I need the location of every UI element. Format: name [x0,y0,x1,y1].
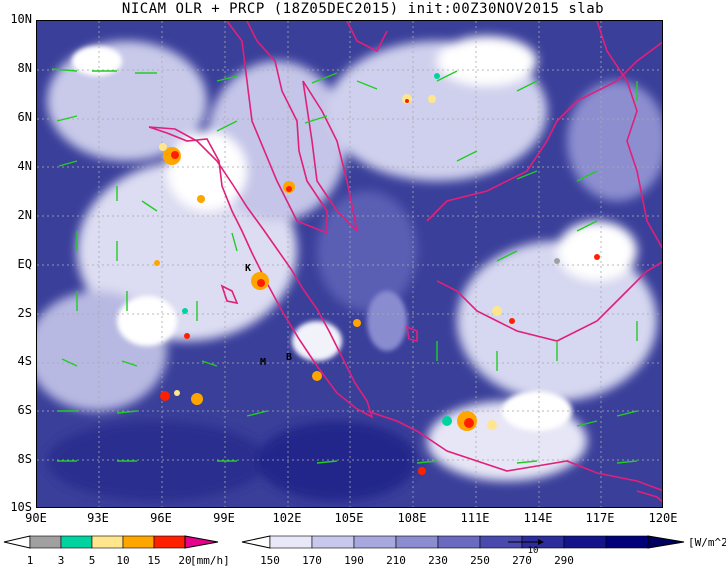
y-tick-label: 2N [17,208,32,222]
x-tick-label: 99E [213,511,235,525]
olr-label: 150 [260,554,280,567]
olr-label: 210 [386,554,406,567]
y-tick-label: 6N [17,110,32,124]
olr-label: 250 [470,554,490,567]
vector-reference-label: 10 [527,546,539,556]
prcp-colorbar-swatches [3,535,219,549]
prcp-units: [mm/h] [190,554,230,567]
location-marker-B: B [286,352,293,363]
y-tick-label: 10N [10,12,32,26]
prcp-label: 10 [116,554,130,567]
olr-label: 230 [428,554,448,567]
precipitation-cells [154,73,600,475]
olr-label: 170 [302,554,322,567]
olr-colorbar: 150 170 190 210 230 250 270 290 10 [W/m^… [238,534,726,571]
prcp-label: 20 [178,554,192,567]
x-tick-label: 117E [585,511,615,525]
location-marker-K: K [245,263,252,274]
prcp-label: 5 [88,554,96,567]
olr-colorbar-swatches [241,535,685,549]
x-tick-label: 96E [150,511,172,525]
olr-label: 190 [344,554,364,567]
prcp-label: 1 [26,554,34,567]
x-tick-label: 111E [460,511,490,525]
y-tick-label: 4S [17,354,32,368]
prcp-colorbar: 1 3 5 10 15 20 [mm/h] [0,534,230,571]
y-tick-label: 2S [17,306,32,320]
prcp-label: 15 [147,554,161,567]
y-tick-label: EQ [17,257,32,271]
olr-precip-map [37,21,662,507]
x-tick-label: 120E [648,511,678,525]
y-tick-label: 10S [10,500,32,514]
x-tick-label: 102E [272,511,302,525]
y-tick-label: 8N [17,61,32,75]
y-tick-label: 4N [17,159,32,173]
olr-units: [W/m^2] [688,536,726,549]
chart-title: NICAM OLR + PRCP (18Z05DEC2015) init:00Z… [121,1,605,17]
x-tick-label: 114E [523,511,553,525]
wind-vectors [51,68,638,464]
olr-label: 270 [512,554,532,567]
map-panel [36,20,663,508]
x-tick-label: 108E [397,511,427,525]
x-tick-label: 90E [25,511,47,525]
coastlines [148,21,662,503]
olr-label: 290 [554,554,574,567]
lat-lon-grid [37,21,662,507]
x-tick-label: 105E [334,511,364,525]
x-tick-label: 93E [87,511,109,525]
y-tick-label: 8S [17,452,32,466]
location-marker-M: M [260,357,267,368]
prcp-label: 3 [57,554,65,567]
y-tick-label: 6S [17,403,32,417]
